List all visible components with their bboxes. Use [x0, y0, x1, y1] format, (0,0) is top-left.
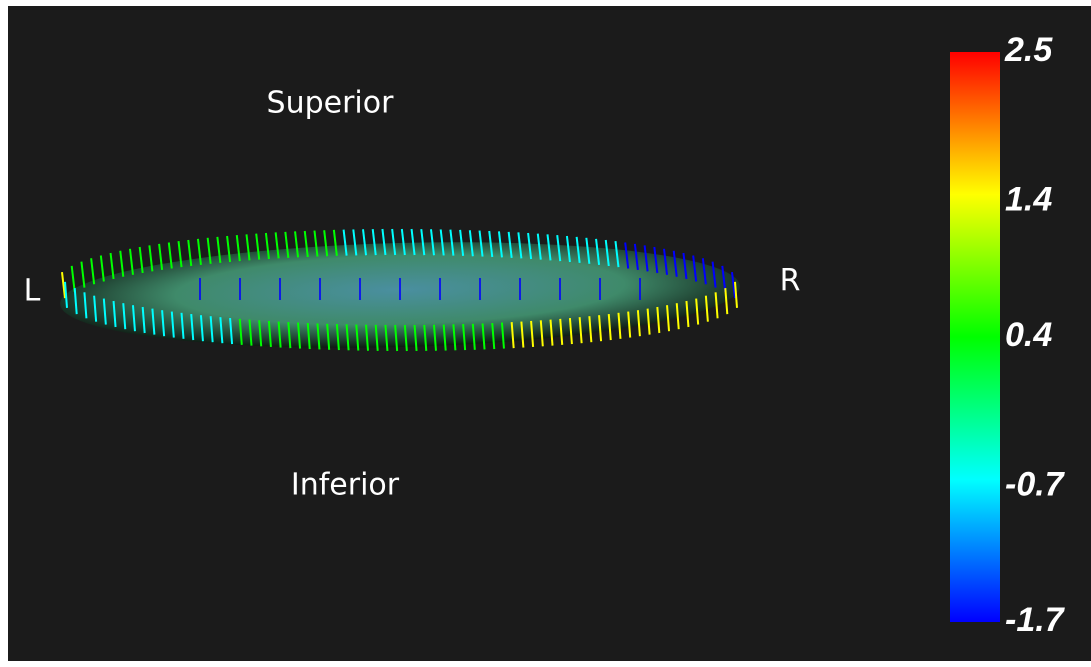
- colorbar-tick-label: -0.7: [1005, 465, 1066, 503]
- right-label: R: [780, 264, 801, 299]
- colorbar-tick-label: 1.4: [1005, 180, 1052, 218]
- page: Superior Inferior L R 2.51.40.4-0.7-1.7 …: [0, 0, 1091, 667]
- colorbar-tick-label: 2.5: [1004, 31, 1053, 69]
- inferior-label: Inferior: [291, 468, 400, 503]
- superior-label: Superior: [267, 86, 395, 121]
- colorbar-tick-label: 0.4: [1005, 316, 1052, 354]
- colorbar: [950, 52, 1000, 622]
- left-label: L: [24, 274, 41, 309]
- scene: Superior Inferior L R 2.5 1.4 0.4 -0.7 -1.7: [0, 0, 1091, 667]
- colorbar-tick-label: -1.7: [1005, 601, 1066, 639]
